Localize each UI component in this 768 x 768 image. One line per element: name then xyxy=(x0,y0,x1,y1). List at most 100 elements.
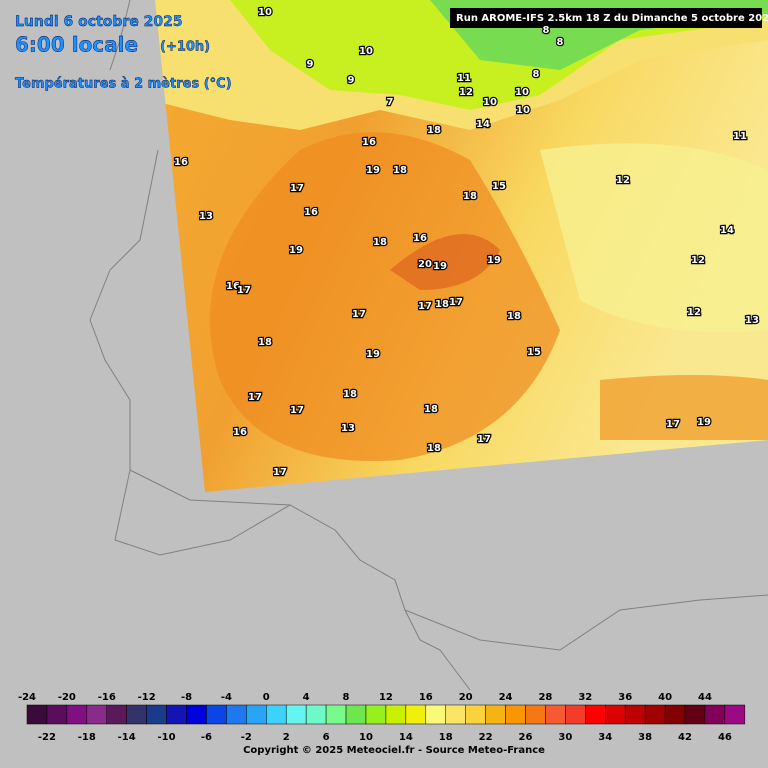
variable: Températures à 2 mètres (°C) xyxy=(15,77,232,92)
legend-label: -2 xyxy=(241,732,252,743)
legend-swatch xyxy=(385,704,407,725)
run-info: Run AROME-IFS 2.5km 18 Z du Dimanche 5 o… xyxy=(456,13,768,24)
legend-swatch xyxy=(325,704,347,725)
legend-swatch xyxy=(624,704,646,725)
model-domain xyxy=(155,0,768,492)
contour-label: 18 xyxy=(393,165,407,176)
contour-label: 15 xyxy=(492,181,506,192)
legend-swatch xyxy=(585,704,606,725)
legend-label: 36 xyxy=(618,692,632,703)
contour-label: 18 xyxy=(435,299,449,310)
contour-label: 17 xyxy=(352,309,366,320)
legend-label: -10 xyxy=(158,732,176,743)
date: Lundi 6 octobre 2025 xyxy=(15,14,183,30)
contour-label: 9 xyxy=(348,75,355,86)
run-box xyxy=(450,8,762,28)
contour-label: 11 xyxy=(733,131,747,142)
legend-swatch xyxy=(525,704,546,725)
legend-label: 12 xyxy=(379,692,393,703)
legend-swatch xyxy=(206,704,227,725)
contour-label: 7 xyxy=(387,97,394,108)
contour-label: 17 xyxy=(666,419,680,430)
contour-label: 19 xyxy=(289,245,303,256)
legend-swatch xyxy=(724,704,746,725)
legend-label: 38 xyxy=(638,732,652,743)
contour-label: 19 xyxy=(366,165,380,176)
legend-swatch xyxy=(565,704,586,725)
legend-swatch xyxy=(126,704,147,725)
contour-label: 16 xyxy=(304,207,318,218)
contour-label: 18 xyxy=(427,443,441,454)
legend-label: 8 xyxy=(343,692,350,703)
legend-label: -16 xyxy=(98,692,116,703)
legend-label: 4 xyxy=(303,692,310,703)
legend-swatch xyxy=(146,704,167,725)
contour-label: 18 xyxy=(343,389,357,400)
contour-label: 18 xyxy=(463,191,477,202)
legend-swatch xyxy=(605,704,626,725)
contour-label: 8 xyxy=(543,25,550,36)
contour-label: 17 xyxy=(273,467,287,478)
contour-label: 16 xyxy=(413,233,427,244)
legend-swatch xyxy=(365,704,387,725)
legend-swatch xyxy=(166,704,187,725)
legend-label: 32 xyxy=(578,692,592,703)
contour-label: 18 xyxy=(373,237,387,248)
legend-label: 26 xyxy=(519,732,533,743)
legend-swatch xyxy=(266,704,287,725)
contour-label: 16 xyxy=(362,137,376,148)
legend-label: 22 xyxy=(479,732,493,743)
legend-label: 40 xyxy=(658,692,672,703)
contour-label: 10 xyxy=(359,46,373,57)
legend-swatch xyxy=(66,704,88,725)
legend-swatch xyxy=(305,704,327,725)
contour-label: 20 xyxy=(418,259,432,270)
legend-label: 0 xyxy=(263,692,270,703)
legend-label: 6 xyxy=(323,732,330,743)
contour-label: 19 xyxy=(697,417,711,428)
contour-label: 18 xyxy=(424,404,438,415)
legend-swatch xyxy=(644,704,666,725)
legend-label: 24 xyxy=(499,692,513,703)
contour-label: 17 xyxy=(418,301,432,312)
contour-label: 19 xyxy=(433,261,447,272)
legend-label: 28 xyxy=(538,692,552,703)
legend-label: -4 xyxy=(221,692,232,703)
contour-label: 10 xyxy=(483,97,497,108)
legend-label: 34 xyxy=(598,732,612,743)
contour-label: 10 xyxy=(515,87,529,98)
contour-label: 16 xyxy=(174,157,188,168)
contour-label: 12 xyxy=(691,255,705,266)
legend-label: -22 xyxy=(38,732,56,743)
contour-label: 17 xyxy=(237,285,251,296)
contour-label: 16 xyxy=(233,427,247,438)
legend-label: -8 xyxy=(181,692,192,703)
contour-label: 15 xyxy=(527,347,541,358)
contour-label: 17 xyxy=(290,405,304,416)
legend-label: 46 xyxy=(718,732,732,743)
legend-label: -18 xyxy=(78,732,96,743)
legend-swatch xyxy=(465,704,486,725)
contour-label: 18 xyxy=(258,337,272,348)
legend-swatch xyxy=(425,704,446,725)
lead-time: (+10h) xyxy=(160,40,210,55)
contour-label: 13 xyxy=(341,423,355,434)
legend-swatch xyxy=(684,704,706,725)
legend: -24 -20 -16 -12 -8 -4 0 4 8 12 16 20 24 28 32 36 40 44-22… xyxy=(18,692,746,743)
contour-label: 12 xyxy=(687,307,701,318)
contour-label: 17 xyxy=(290,183,304,194)
contour-label: 17 xyxy=(248,392,262,403)
contour-label: 14 xyxy=(720,225,734,236)
contour-label: 12 xyxy=(616,175,630,186)
contour-label: 11 xyxy=(457,73,471,84)
contour-label: 19 xyxy=(366,349,380,360)
legend-swatch xyxy=(704,704,726,725)
contour-label: 18 xyxy=(507,311,521,322)
legend-label: -20 xyxy=(58,692,76,703)
copyright: Copyright © 2025 Meteociel.fr - Source M… xyxy=(243,745,545,756)
legend-label: 2 xyxy=(283,732,290,743)
legend-swatch xyxy=(545,704,566,725)
contour-label: 9 xyxy=(307,59,314,70)
legend-label: 44 xyxy=(698,692,712,703)
